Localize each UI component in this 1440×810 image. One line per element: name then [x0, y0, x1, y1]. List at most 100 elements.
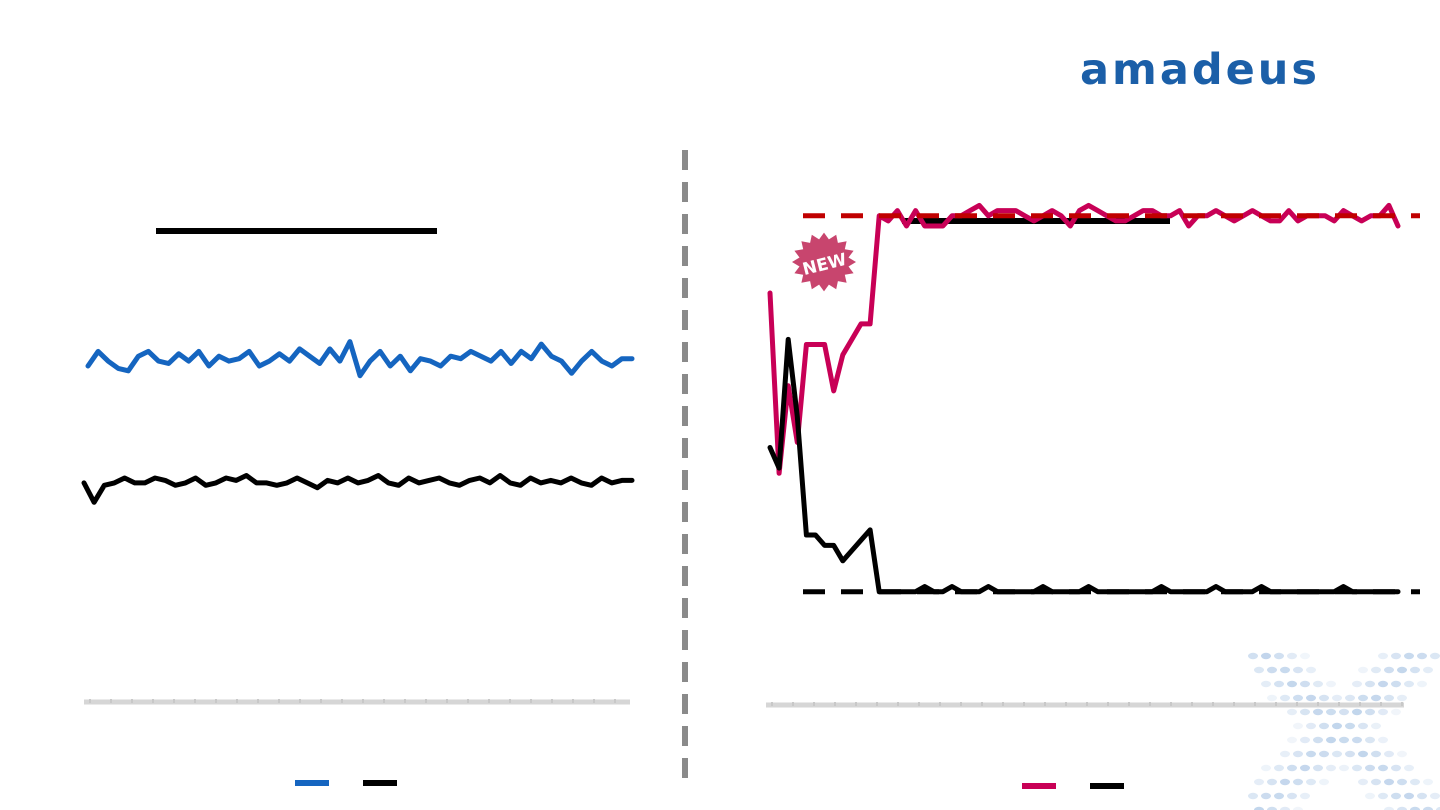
decor-dot — [1365, 708, 1375, 716]
decor-dot — [1384, 666, 1394, 674]
decor-dot — [1306, 750, 1316, 758]
decor-dot — [1280, 806, 1290, 810]
decor-dot — [1332, 694, 1342, 702]
series-line — [81, 473, 635, 505]
decor-dot — [1261, 680, 1271, 688]
decor-dot — [1280, 750, 1290, 758]
decor-dot — [1261, 792, 1271, 800]
decor-dot — [1384, 750, 1394, 758]
decor-dot — [1287, 680, 1297, 688]
decor-dot — [1345, 722, 1355, 730]
decor-dot — [1287, 708, 1297, 716]
decor-dot — [1300, 736, 1310, 744]
decor-dot — [1319, 778, 1329, 786]
decor-dot — [1339, 736, 1349, 744]
decor-dot — [1300, 764, 1310, 772]
decor-dot — [1423, 778, 1433, 786]
decor-dot — [1319, 750, 1329, 758]
decor-dot — [1254, 778, 1264, 786]
decor-dot — [1319, 722, 1329, 730]
decor-dot — [1404, 680, 1414, 688]
decor-dot — [1371, 694, 1381, 702]
decor-dot — [1352, 764, 1362, 772]
badge-starburst — [792, 232, 856, 292]
decor-dot — [1287, 736, 1297, 744]
decor-dot — [1313, 680, 1323, 688]
decor-dot — [1280, 666, 1290, 674]
decor-dot — [1274, 764, 1284, 772]
decor-dot — [1397, 666, 1407, 674]
decor-dot — [1352, 708, 1362, 716]
decor-dot — [1417, 652, 1427, 660]
decor-dot — [1293, 694, 1303, 702]
decor-dot — [1430, 792, 1440, 800]
decor-dot — [1378, 792, 1388, 800]
decor-dot — [1345, 694, 1355, 702]
decor-dot — [1384, 806, 1394, 810]
decor-dot — [1365, 736, 1375, 744]
decor-dot — [1410, 666, 1420, 674]
decor-dot — [1254, 806, 1264, 810]
decor-dot — [1313, 708, 1323, 716]
decor-dot — [1384, 694, 1394, 702]
decor-dot — [1293, 750, 1303, 758]
decor-dot — [1280, 778, 1290, 786]
decor-dot — [1378, 736, 1388, 744]
decor-dot — [1300, 792, 1310, 800]
decor-dot — [1371, 778, 1381, 786]
decor-dot — [1306, 694, 1316, 702]
decor-dot — [1267, 666, 1277, 674]
decor-dot — [1397, 778, 1407, 786]
decor-dot — [1313, 736, 1323, 744]
decor-dot — [1300, 708, 1310, 716]
decor-dot — [1267, 694, 1277, 702]
decor-dot — [1404, 764, 1414, 772]
decor-dot — [1300, 652, 1310, 660]
decor-dot — [1287, 764, 1297, 772]
decor-dot — [1365, 764, 1375, 772]
decor-dot — [1274, 652, 1284, 660]
panel-divider — [682, 150, 688, 790]
decor-dot — [1378, 680, 1388, 688]
decor-dot — [1332, 750, 1342, 758]
decor-dot — [1248, 652, 1258, 660]
decor-dot — [1410, 806, 1420, 810]
decor-dot — [1384, 778, 1394, 786]
decor-dot — [1306, 666, 1316, 674]
series-line — [767, 202, 1401, 476]
decor-dot — [1300, 680, 1310, 688]
decor-dot — [1371, 666, 1381, 674]
decor-dot — [1274, 680, 1284, 688]
decorative-dot-pattern — [1248, 652, 1440, 810]
decor-dot — [1261, 652, 1271, 660]
decor-dot — [1417, 680, 1427, 688]
decor-dot — [1397, 806, 1407, 810]
decor-dot — [1287, 652, 1297, 660]
decor-dot — [1391, 680, 1401, 688]
decor-dot — [1267, 778, 1277, 786]
amadeus-logo: amadeus — [1080, 45, 1320, 95]
decor-dot — [1274, 792, 1284, 800]
decor-dot — [1430, 652, 1440, 660]
decor-dot — [1326, 708, 1336, 716]
decor-dot — [1365, 680, 1375, 688]
decor-dot — [1345, 750, 1355, 758]
decor-dot — [1261, 764, 1271, 772]
decor-dot — [1339, 708, 1349, 716]
decor-dot — [1358, 694, 1368, 702]
decor-dot — [1254, 666, 1264, 674]
decor-dot — [1287, 792, 1297, 800]
decor-dot — [1371, 750, 1381, 758]
decor-dot — [1339, 764, 1349, 772]
decor-dot — [1293, 722, 1303, 730]
decor-dot — [1436, 806, 1440, 810]
decor-dot — [1391, 764, 1401, 772]
decor-dot — [1397, 750, 1407, 758]
decor-dot — [1391, 652, 1401, 660]
decor-dot — [1352, 680, 1362, 688]
decor-dot — [1391, 708, 1401, 716]
decor-dot — [1378, 708, 1388, 716]
decor-dot — [1358, 778, 1368, 786]
